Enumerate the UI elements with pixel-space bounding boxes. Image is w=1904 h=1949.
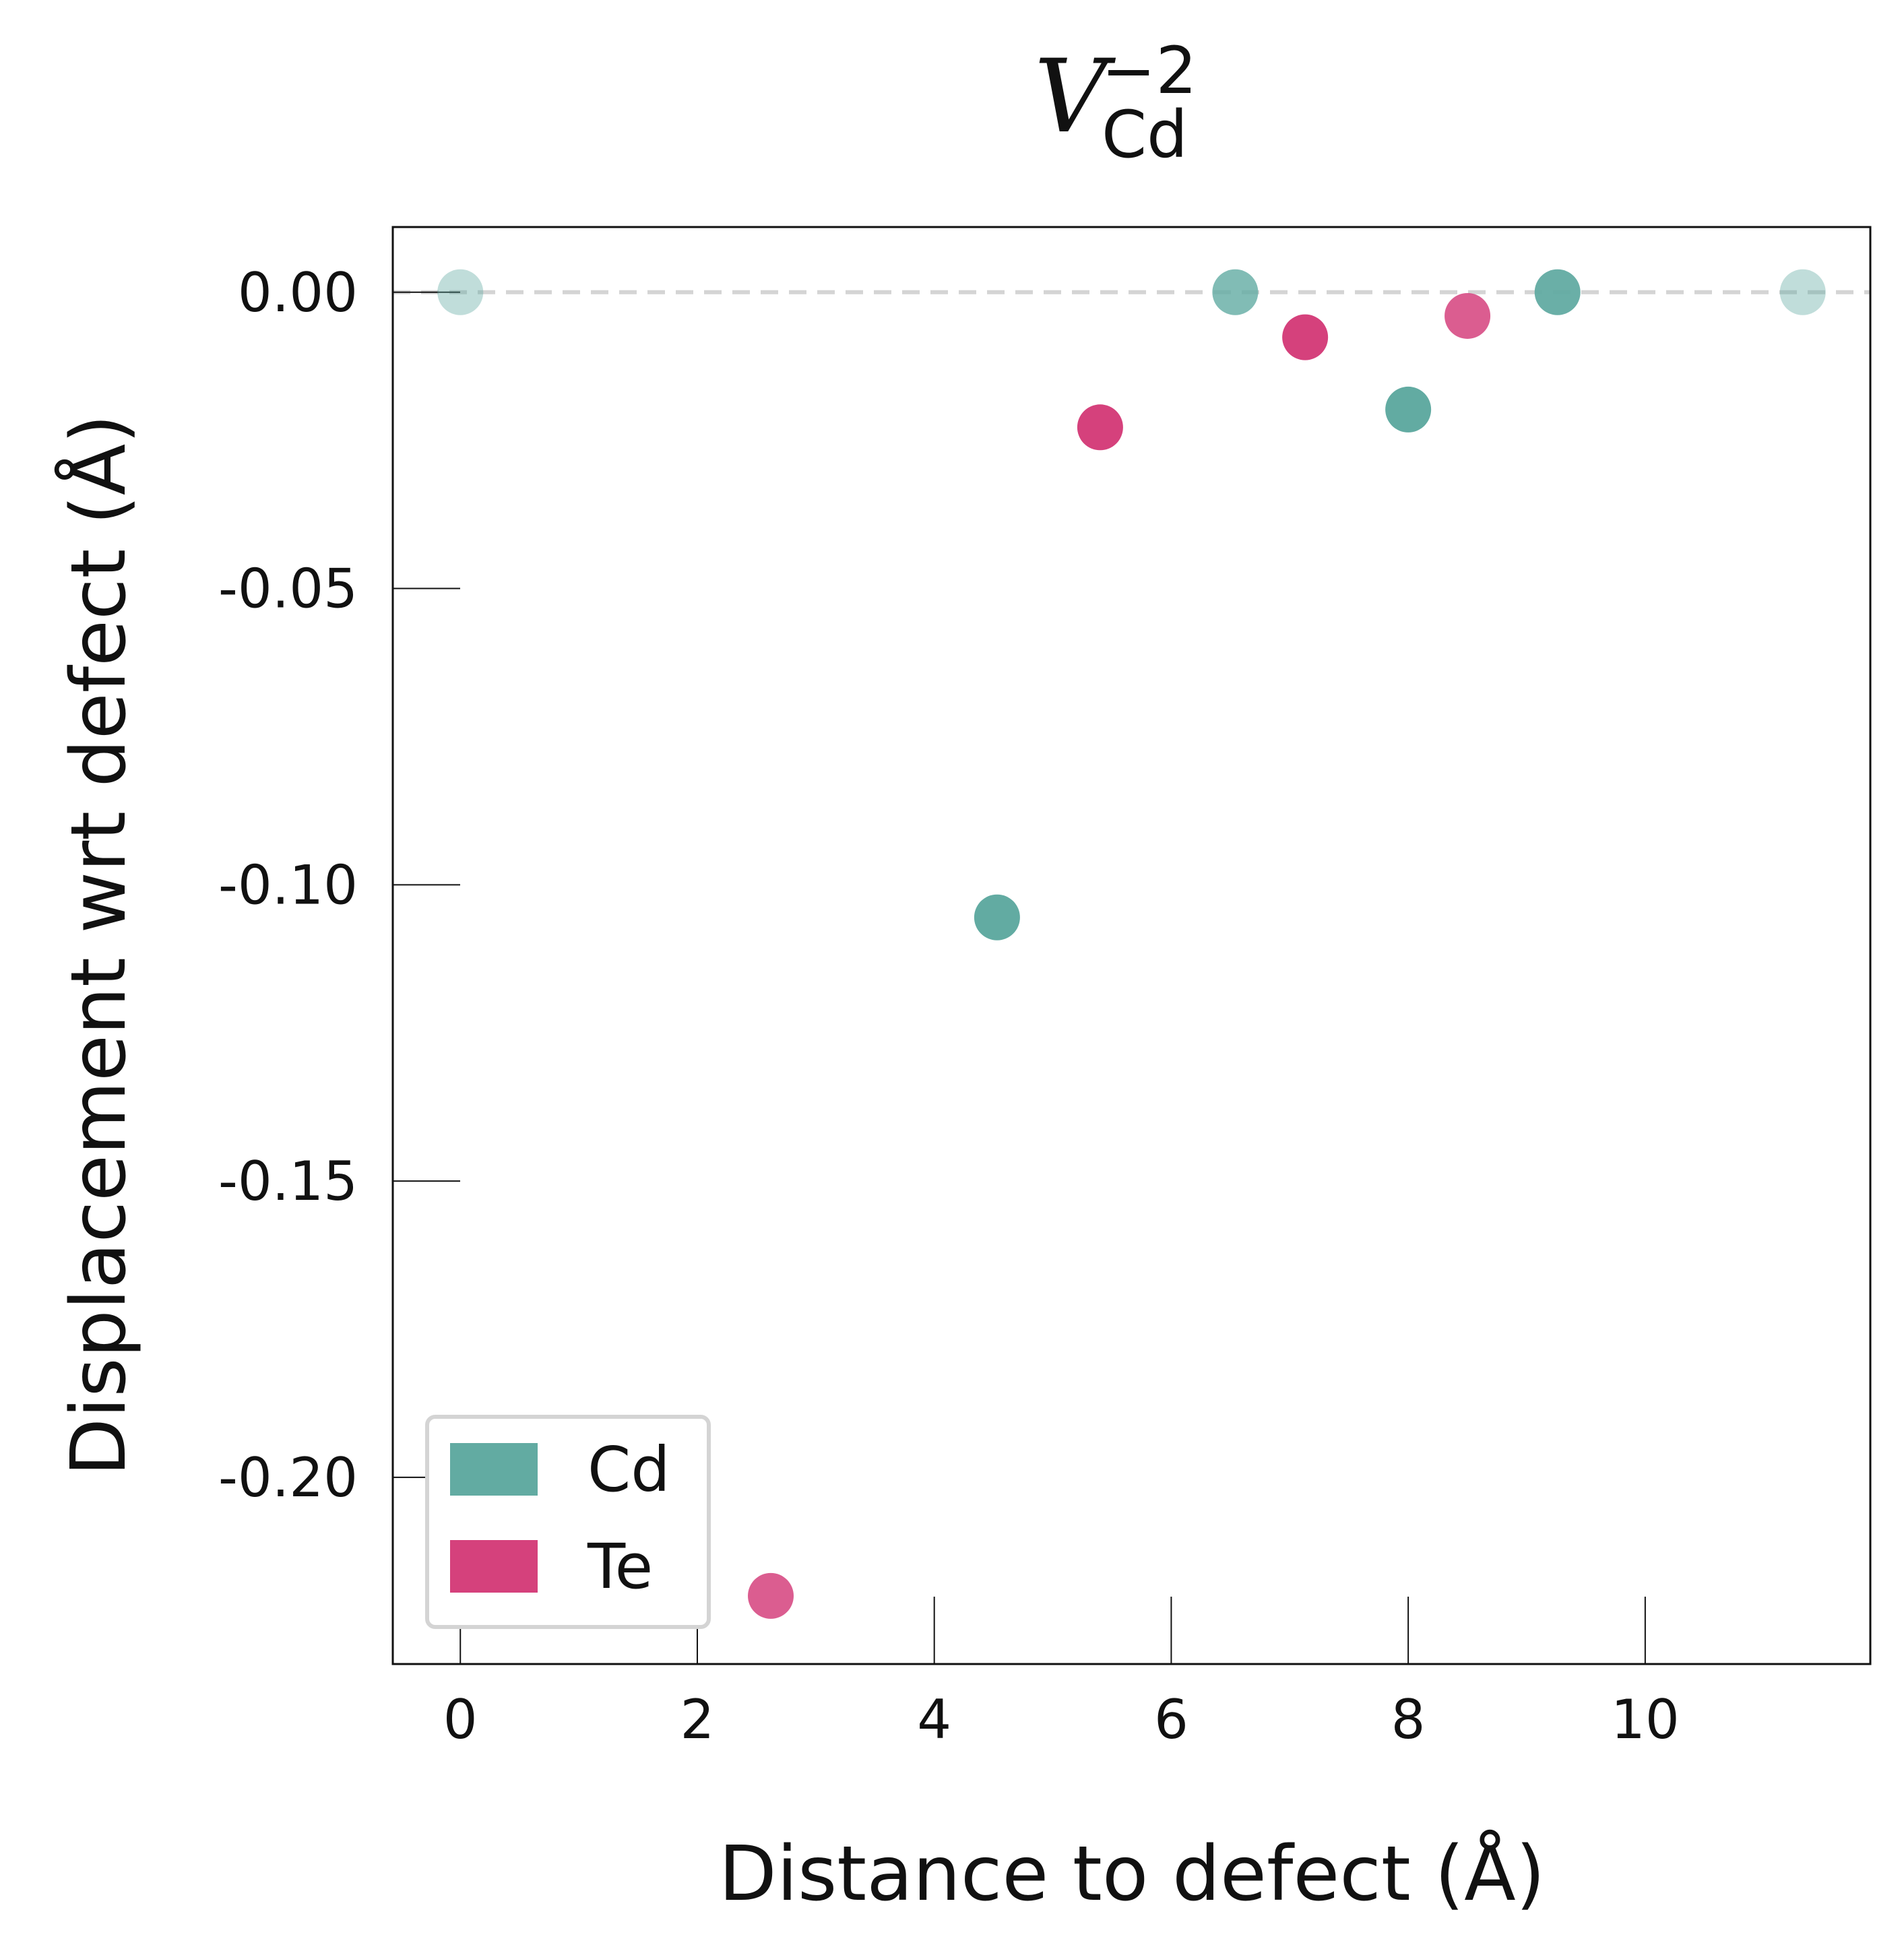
x-tick-label: 10 — [1611, 1688, 1680, 1751]
plot-area-frame — [391, 226, 1872, 1665]
y-tick-label: -0.15 — [218, 1150, 358, 1213]
chart-title-superscript: −2 — [1102, 33, 1197, 108]
data-point-cd — [974, 894, 1020, 940]
legend-label-cd: Cd — [588, 1434, 670, 1506]
data-point-te — [1282, 314, 1329, 360]
x-axis-title: Distance to defect (Å) — [719, 1830, 1546, 1918]
data-points — [437, 269, 1826, 1619]
chart-title-main: V — [1034, 38, 1116, 156]
y-tick-label: -0.20 — [218, 1446, 358, 1509]
data-point-te — [1445, 292, 1491, 339]
legend-swatch-cd — [450, 1443, 538, 1496]
x-tick-label: 6 — [1154, 1688, 1188, 1751]
x-tick-label: 8 — [1391, 1688, 1426, 1751]
data-point-cd — [437, 269, 484, 315]
data-point-cd — [1212, 269, 1259, 315]
chart-title-subscript: Cd — [1102, 97, 1188, 172]
data-point-cd — [1534, 269, 1581, 315]
y-tick-label: 0.00 — [238, 261, 358, 324]
y-axis-title: Displacement wrt defect (Å) — [55, 414, 143, 1476]
y-tick-label: -0.10 — [218, 854, 358, 916]
x-tick-label: 2 — [680, 1688, 715, 1751]
x-tick-label: 4 — [917, 1688, 951, 1751]
data-point-te — [1077, 404, 1123, 451]
y-tick-label: -0.05 — [218, 558, 358, 620]
legend-swatch-te — [450, 1540, 538, 1593]
chart-title: V −2 Cd — [1034, 33, 1197, 172]
data-point-cd — [1779, 269, 1826, 315]
data-point-cd — [1385, 386, 1432, 433]
y-axis-ticks: 0.00 -0.05 -0.10 -0.15 -0.20 — [218, 261, 460, 1509]
legend-label-te: Te — [587, 1531, 653, 1603]
legend: Cd Te — [425, 1415, 711, 1629]
data-point-te — [748, 1572, 794, 1619]
x-tick-label: 0 — [443, 1688, 478, 1751]
